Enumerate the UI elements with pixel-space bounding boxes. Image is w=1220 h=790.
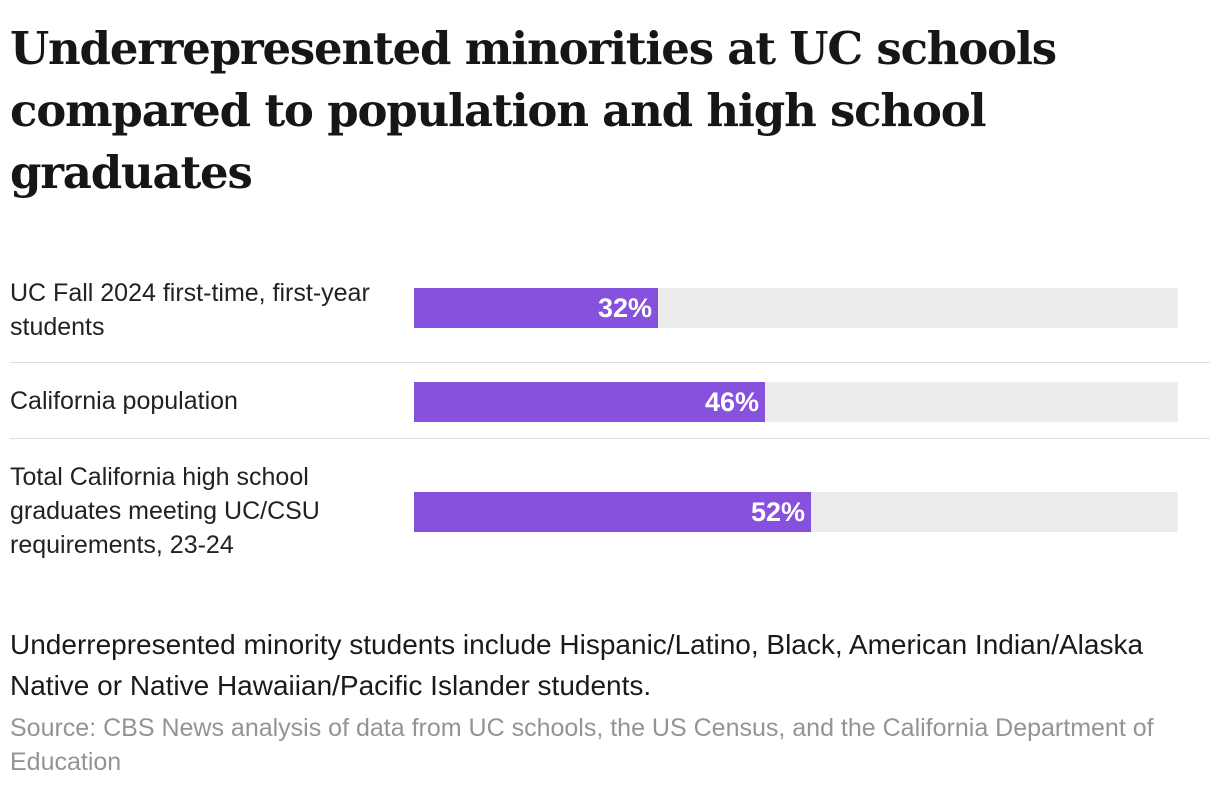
row-divider [10,362,1210,363]
bar [414,382,765,422]
bar [414,288,658,328]
bar-value-label: 52% [750,497,805,527]
bar [414,492,811,532]
chart-source: Source: CBS News analysis of data from U… [10,714,1154,776]
bar-track: 32% [414,288,1178,328]
bar-track: 46% [414,382,1178,422]
bar-track: 52% [414,492,1178,532]
chart-title: Underrepresented minorities at UC school… [10,22,1057,199]
category-label: UC Fall 2024 first-time, first-year stud… [10,279,370,341]
chart-note: Underrepresented minority students inclu… [10,629,1144,701]
category-label: California population [10,387,238,415]
bar-value-label: 32% [597,293,652,323]
category-label: Total California high school graduates m… [10,463,320,559]
row-divider [10,438,1210,439]
bar-value-label: 46% [704,387,759,417]
